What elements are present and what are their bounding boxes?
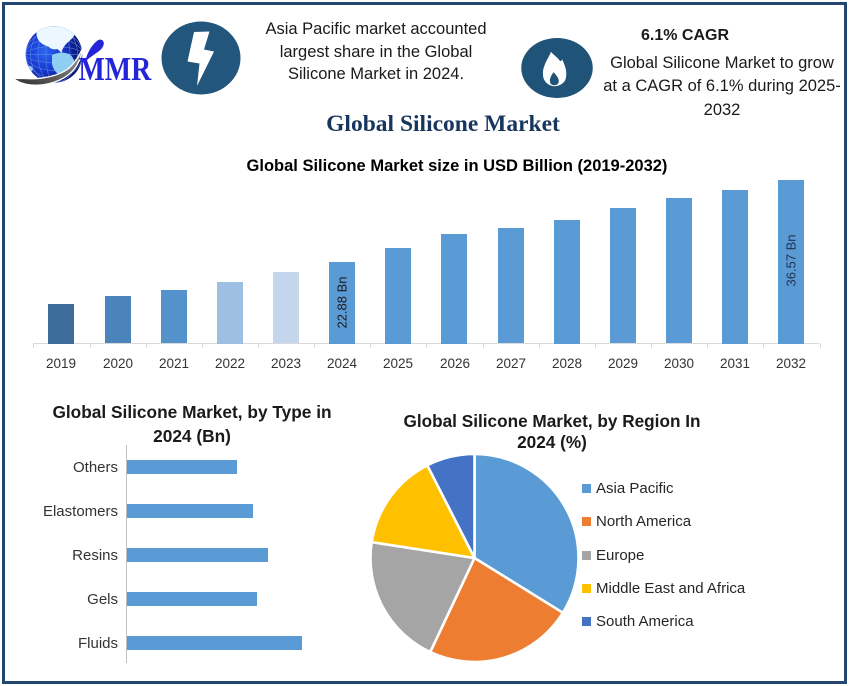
svg-text:MMR: MMR xyxy=(79,49,152,87)
